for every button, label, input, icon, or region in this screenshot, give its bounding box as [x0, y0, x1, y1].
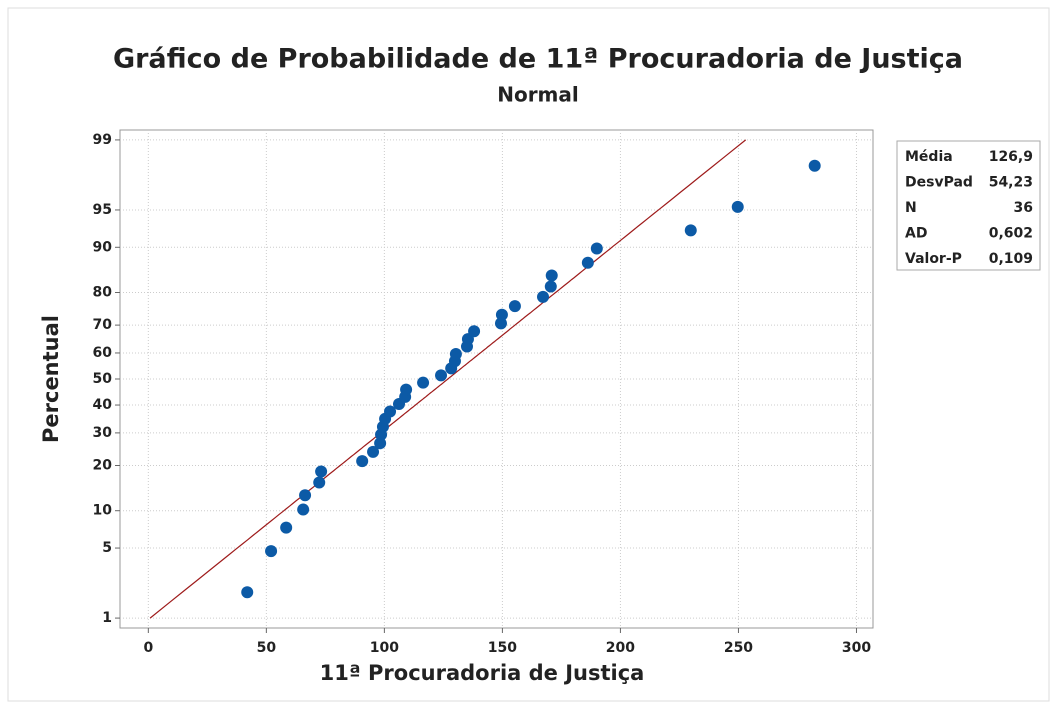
fit-line	[149, 139, 747, 619]
stat-value: 126,9	[989, 149, 1033, 165]
x-tick-label: 150	[488, 640, 517, 656]
data-point	[280, 521, 293, 534]
data-point	[590, 242, 603, 255]
y-tick-label: 90	[93, 239, 113, 255]
stat-value: 0,109	[989, 251, 1033, 267]
data-point	[356, 455, 369, 468]
data-point	[468, 325, 481, 338]
data-point	[417, 376, 430, 389]
data-point	[384, 405, 397, 418]
stat-value: 54,23	[989, 175, 1033, 191]
data-point	[545, 269, 558, 282]
data-point	[299, 489, 312, 502]
data-point	[449, 348, 462, 361]
data-point	[684, 224, 697, 237]
data-point	[315, 465, 328, 478]
chart-subtitle: Normal	[497, 83, 579, 107]
y-tick-label: 10	[93, 503, 113, 519]
y-tick-label: 95	[93, 202, 112, 218]
frame	[7, 7, 1050, 702]
plot-area	[119, 129, 874, 629]
data-point	[544, 280, 557, 293]
data-point	[508, 300, 521, 313]
stat-name: Valor-P	[905, 251, 962, 267]
x-tick-label: 100	[370, 640, 399, 656]
stats-box	[896, 140, 1041, 271]
data-point	[241, 586, 254, 599]
stat-name: N	[905, 200, 917, 216]
y-tick-label: 99	[93, 132, 112, 148]
y-tick-label: 1	[102, 610, 112, 626]
stat-value: 0,602	[989, 226, 1033, 242]
x-tick-label: 50	[257, 640, 277, 656]
x-tick-label: 0	[143, 640, 153, 656]
data-point	[367, 445, 380, 458]
data-point	[495, 308, 508, 321]
y-tick-label: 5	[102, 540, 112, 556]
y-tick-label: 60	[93, 345, 113, 361]
y-tick-label: 20	[93, 457, 113, 473]
stat-name: AD	[905, 226, 927, 242]
y-tick-label: 70	[93, 317, 113, 333]
data-point	[400, 383, 413, 396]
data-point	[731, 200, 744, 213]
stat-name: Média	[905, 149, 953, 165]
x-tick-label: 200	[606, 640, 635, 656]
data-point	[808, 159, 821, 172]
x-tick-label: 250	[724, 640, 753, 656]
y-tick-label: 50	[93, 371, 113, 387]
x-tick-label: 300	[842, 640, 871, 656]
data-point	[537, 290, 550, 303]
y-tick-label: 30	[93, 425, 113, 441]
x-axis-label: 11ª Procuradoria de Justiça	[320, 661, 645, 685]
chart-title: Gráfico de Probabilidade de 11ª Procurad…	[113, 44, 963, 75]
y-tick-label: 80	[93, 285, 113, 301]
data-point	[581, 256, 594, 269]
stat-name: DesvPad	[905, 175, 973, 191]
y-tick-label: 40	[93, 397, 113, 413]
data-point	[297, 503, 310, 516]
y-axis-label: Percentual	[39, 315, 63, 443]
stat-value: 36	[1014, 200, 1033, 216]
data-point	[313, 476, 326, 489]
data-point	[435, 369, 448, 382]
data-point	[265, 545, 278, 558]
